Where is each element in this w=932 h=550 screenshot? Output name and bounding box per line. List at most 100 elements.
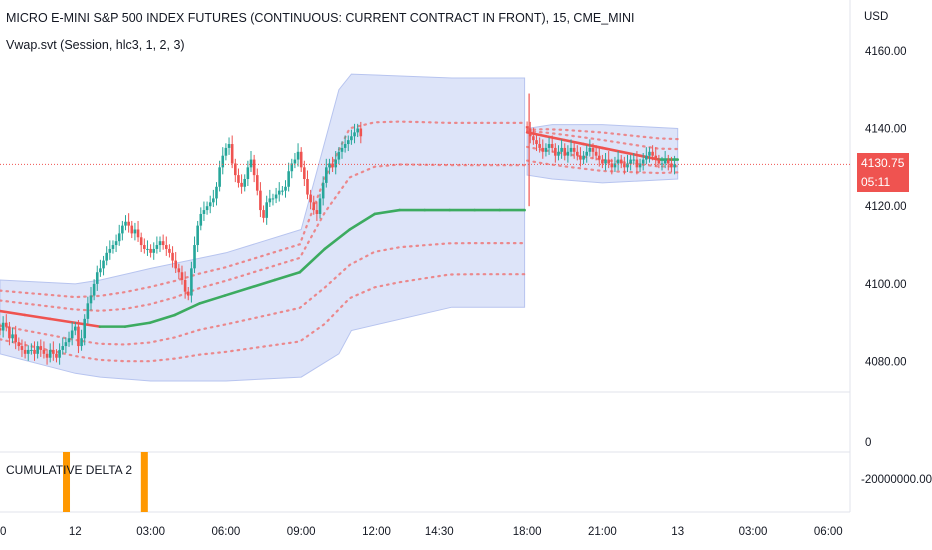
candle-body — [36, 346, 39, 354]
candle-body — [161, 241, 165, 246]
vwap-segment — [563, 138, 585, 146]
candle-body — [30, 349, 33, 351]
vwap-dotted-band — [0, 120, 526, 299]
candle-body — [99, 268, 102, 273]
candle-body — [234, 163, 237, 176]
candle-body — [102, 260, 105, 269]
candle-body — [641, 159, 645, 164]
candle-body — [227, 144, 231, 148]
vwap-bands — [0, 73, 679, 382]
price-axis[interactable]: 4080.00 4100.00 4120.00 4140.00 4160.00 0 -200… — [861, 46, 932, 486]
candle-body — [202, 210, 206, 214]
candle-body — [535, 140, 538, 145]
candle-body — [158, 241, 162, 246]
candlestick-series — [0, 93, 676, 365]
candle-body — [127, 221, 130, 226]
time-tick-label: 03:00 — [136, 526, 165, 538]
vwap-segment — [23, 313, 52, 321]
candle-body — [139, 237, 143, 246]
price-tick-label: 4100.00 — [865, 279, 907, 291]
candle-body — [190, 268, 193, 296]
candle-body — [177, 268, 181, 273]
vwap-segment — [323, 228, 352, 251]
candle-body — [287, 171, 290, 187]
candle-body — [325, 167, 328, 183]
time-tick-label: 00 — [0, 526, 6, 538]
candle-body — [111, 245, 115, 249]
time-tick-label: 21:00 — [588, 526, 617, 538]
candle-body — [1, 322, 5, 331]
candle-body — [670, 163, 673, 168]
candle-body — [309, 194, 312, 203]
candle-body — [350, 136, 353, 141]
candle-body — [215, 186, 218, 199]
candle-body — [353, 132, 356, 137]
candle-body — [528, 128, 532, 137]
candle-body — [149, 248, 152, 253]
time-tick-label: 14:30 — [425, 526, 454, 538]
candle-body — [582, 155, 585, 160]
candle-body — [563, 147, 567, 156]
candle-body — [152, 248, 156, 253]
candle-body — [268, 198, 272, 203]
candle-body — [601, 159, 604, 164]
candle-body — [557, 151, 560, 156]
subpane-min-label: -20000000.00 — [861, 474, 932, 486]
candle-body — [651, 151, 654, 156]
candle-body — [168, 248, 171, 253]
candle-body — [657, 159, 661, 164]
cumulative-delta-bar — [63, 452, 71, 512]
candle-body — [143, 245, 146, 249]
candle-body — [45, 353, 49, 358]
candle-body — [80, 338, 83, 347]
candle-body — [196, 225, 199, 246]
candle-body — [105, 252, 108, 261]
time-tick-label: 12:00 — [362, 526, 391, 538]
candle-body — [629, 159, 632, 164]
time-axis[interactable]: 00 12 03:00 06:00 09:00 12:00 14:30 18:00 21:00 1… — [0, 526, 843, 538]
candle-body — [108, 248, 112, 253]
candle-body — [23, 349, 27, 354]
vwap-segment — [273, 270, 302, 282]
candle-body — [121, 225, 124, 234]
candle-body — [4, 322, 8, 327]
vwap-segment — [173, 302, 202, 317]
candle-body — [180, 272, 184, 281]
candle-body — [86, 303, 90, 319]
candle-body — [616, 159, 620, 164]
candle-body — [673, 164, 676, 168]
candle-body — [547, 144, 551, 148]
candle-body — [224, 147, 228, 156]
candle-body — [274, 194, 278, 199]
candle-body — [554, 147, 557, 156]
candle-body — [58, 349, 61, 358]
candle-body — [660, 163, 664, 165]
chart-title: MICRO E-MINI S&P 500 INDEX FUTURES (CONT… — [6, 11, 635, 25]
candle-body — [193, 245, 196, 269]
candle-body — [334, 159, 338, 168]
candle-body — [114, 241, 118, 246]
candle-body — [588, 147, 592, 152]
price-tick-label: 4160.00 — [865, 46, 907, 58]
candle-body — [221, 155, 225, 168]
indicator-legend[interactable]: Vwap.svt (Session, hlc3, 1, 2, 3) — [6, 38, 185, 52]
subpane-zero-label: 0 — [865, 437, 871, 449]
candle-body — [83, 318, 87, 339]
cumulative-delta-pane — [63, 452, 148, 512]
candle-body — [265, 202, 268, 218]
candle-body — [607, 159, 610, 164]
vwap-segment — [48, 317, 77, 325]
candle-body — [560, 147, 563, 152]
cumulative-delta-label: CUMULATIVE DELTA 2 — [6, 463, 133, 477]
candle-body — [550, 144, 554, 148]
time-tick-label: 09:00 — [287, 526, 316, 538]
candle-body — [26, 349, 30, 354]
candle-body — [576, 151, 579, 156]
candle-body — [199, 213, 203, 226]
candle-body — [95, 272, 99, 284]
vwap-segment — [123, 321, 152, 328]
candle-body — [271, 198, 275, 200]
candle-body — [11, 334, 14, 339]
candle-body — [171, 252, 174, 261]
